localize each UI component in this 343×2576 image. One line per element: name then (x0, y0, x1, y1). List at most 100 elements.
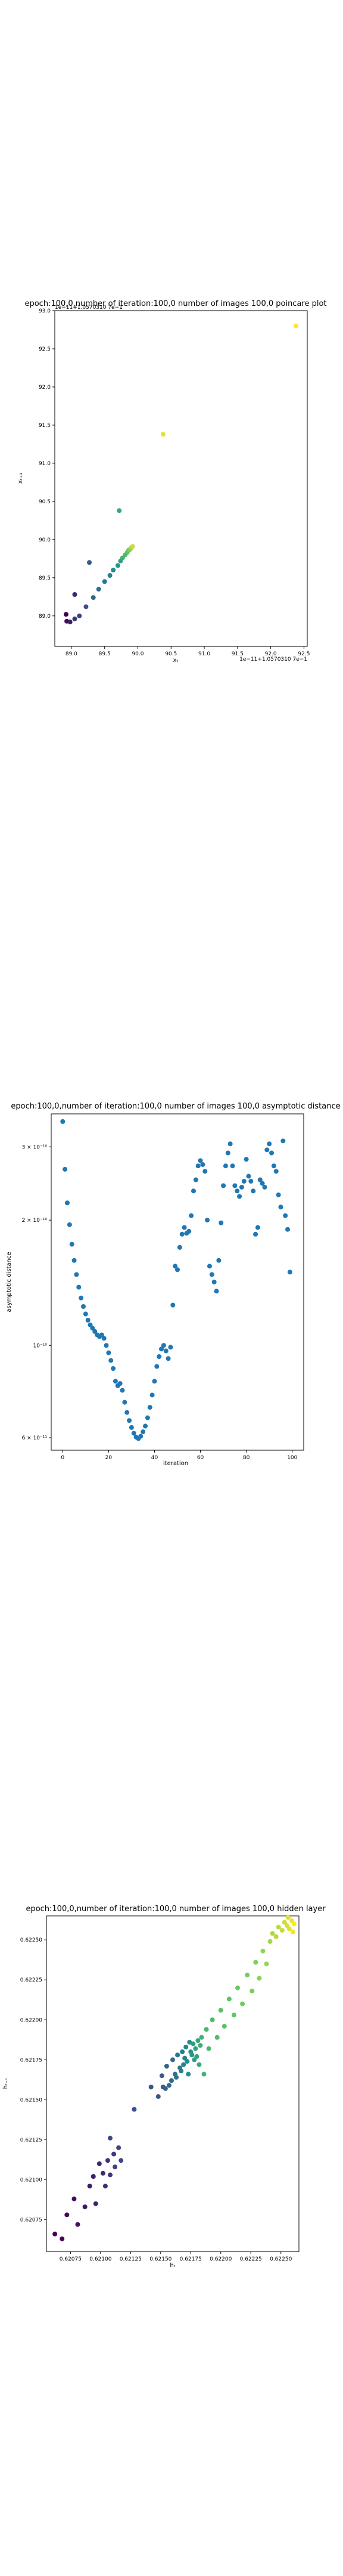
hidden-y-label: hₜ₊₁ (2, 2078, 9, 2089)
y-tick-label: 90.0 (39, 537, 51, 543)
x-tick-label: 90.5 (165, 651, 177, 657)
data-point (195, 2038, 201, 2044)
data-point (276, 1924, 281, 1930)
data-point (157, 1354, 162, 1360)
x-tick-label: 0.62175 (180, 2256, 202, 2262)
data-point (91, 2174, 96, 2179)
asymptotic-points (60, 1119, 292, 1441)
data-point (191, 2041, 196, 2046)
x-tick-label: 20 (105, 1455, 113, 1461)
data-point (69, 1241, 74, 1247)
y-tick-label: 0.62075 (20, 2217, 42, 2223)
data-point (60, 1119, 66, 1124)
data-point (80, 1304, 86, 1309)
poincare-y-label: xₜ₊₁ (17, 473, 24, 484)
data-point (185, 2058, 190, 2064)
poincare-y-ticks: 89.0 89.5 90.0 90.5 91.0 91.5 92.0 92.5 93.0 (39, 308, 55, 620)
data-point (67, 620, 73, 625)
data-point (240, 2001, 245, 2007)
data-point (79, 1295, 84, 1301)
data-point (250, 1989, 255, 1994)
data-point (101, 1336, 107, 1341)
data-point (170, 2057, 175, 2063)
data-point (163, 2086, 168, 2091)
data-point (257, 1976, 262, 1981)
data-point (279, 1928, 285, 1933)
y-tick-label: 0.62150 (20, 2097, 42, 2103)
data-point (132, 2107, 137, 2112)
data-point (111, 568, 116, 573)
data-point (166, 1356, 171, 1361)
data-point (201, 2072, 207, 2077)
data-point (204, 2027, 209, 2032)
data-point (116, 563, 120, 568)
data-point (237, 1194, 242, 1199)
y-tick-label: 0.62200 (20, 2017, 42, 2023)
data-point (246, 1174, 251, 1179)
data-point (143, 1423, 148, 1429)
x-tick-label: 89.5 (99, 651, 111, 657)
data-point (200, 1162, 205, 1167)
data-point (211, 1279, 217, 1284)
data-point (129, 1425, 134, 1430)
data-point (290, 1929, 295, 1934)
data-point (175, 2052, 180, 2058)
data-point (273, 1169, 279, 1174)
data-point (63, 1166, 68, 1172)
data-point (206, 2046, 211, 2051)
data-point (210, 2017, 215, 2023)
x-tick-label: 0.62150 (149, 2256, 172, 2262)
data-point (241, 1178, 247, 1184)
data-point (283, 1213, 288, 1218)
data-point (75, 2222, 80, 2227)
data-point (287, 1270, 292, 1275)
y-tick-label: 92.0 (39, 385, 51, 391)
hidden-plot-frame (46, 1915, 300, 2252)
data-point (173, 1264, 178, 1269)
data-point (244, 1157, 249, 1162)
data-point (253, 1959, 258, 1965)
data-point (108, 2172, 113, 2178)
data-point (113, 1379, 118, 1384)
data-point (195, 1163, 201, 1169)
data-point (239, 1184, 244, 1190)
data-point (102, 579, 107, 584)
y-tick-label: 0.62100 (20, 2177, 42, 2183)
data-point (120, 1388, 125, 1393)
data-point (191, 1188, 196, 1194)
data-point (245, 1973, 250, 1978)
data-point (63, 612, 68, 617)
data-point (170, 1302, 176, 1308)
data-point (74, 1272, 79, 1277)
hidden-y-ticks: 0.62075 0.62100 0.62125 0.62150 0.62175 0.622… (20, 1937, 46, 2223)
data-point (113, 2164, 118, 2169)
data-point (189, 2052, 195, 2058)
asymptotic-plot-title: epoch:100,0,number of iteration:100,0 nu… (11, 1102, 340, 1111)
data-point (72, 592, 77, 597)
data-point (232, 1183, 238, 1188)
data-point (64, 1200, 70, 1206)
asymptotic-distance-plot: epoch:100,0,number of iteration:100,0 nu… (6, 1102, 341, 1467)
data-point (270, 1931, 275, 1936)
data-point (194, 2054, 199, 2059)
data-point (111, 1366, 116, 1371)
data-point (145, 1415, 150, 1420)
data-point (64, 2212, 70, 2218)
data-point (235, 1188, 240, 1194)
y-tick-label: 0.62125 (20, 2137, 42, 2143)
data-point (209, 1272, 214, 1277)
data-point (205, 1218, 210, 1223)
data-point (131, 1431, 136, 1436)
data-point (83, 604, 89, 609)
data-point (186, 2072, 191, 2077)
y-tick-label: 89.0 (39, 614, 51, 620)
asymptotic-plot-frame (51, 1113, 304, 1451)
y-tick-label: 2 × 10⁻¹⁰ (22, 1218, 48, 1224)
data-point (107, 573, 113, 578)
poincare-plot: epoch:100,0,number of iteration:100,0 nu… (17, 299, 327, 664)
data-point (267, 1939, 273, 1944)
data-point (202, 1169, 208, 1174)
data-point (148, 2084, 154, 2089)
data-point (119, 2158, 124, 2163)
y-tick-label: 6 × 10⁻¹¹ (22, 1435, 48, 1441)
